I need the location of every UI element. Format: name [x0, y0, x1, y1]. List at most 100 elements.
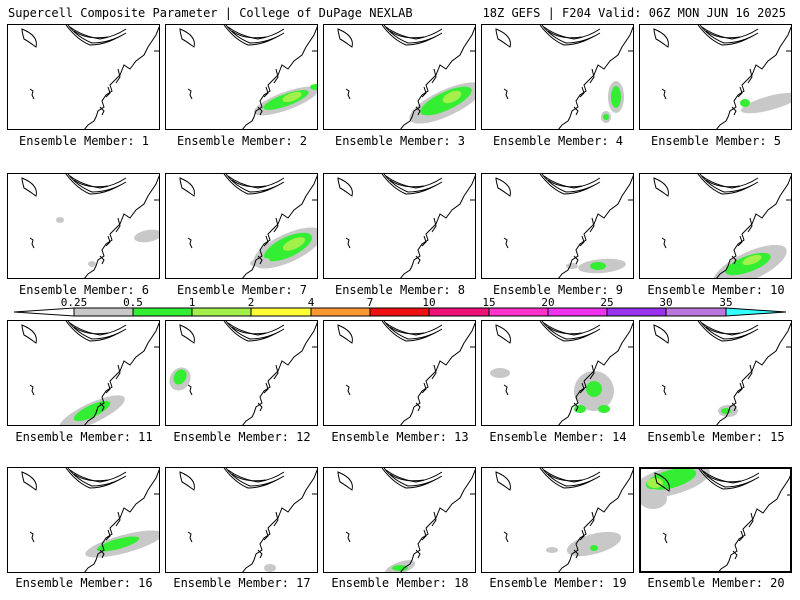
coastline [431, 68, 437, 84]
coastline [705, 30, 741, 39]
scp-contour [264, 564, 276, 572]
scp-contour [173, 369, 187, 385]
coastline [69, 175, 127, 189]
color-scale-legend: 0.25 0.5 1 2 4 7 10 15 20 25 30 35 [13, 297, 787, 317]
ensemble-member-9-map[interactable] [481, 173, 634, 279]
legend-color-swatch [369, 307, 430, 317]
coastline [187, 384, 193, 396]
map-canvas [337, 468, 475, 572]
coastline [242, 322, 317, 425]
legend-color-swatch [547, 307, 608, 317]
ensemble-member-17-map[interactable] [165, 467, 318, 573]
ensemble-member-label: Ensemble Member: 9 [492, 283, 624, 297]
scp-contour [96, 536, 140, 552]
coastline [503, 531, 509, 543]
legend-color-swatch [606, 307, 667, 317]
legend-tick-label: 25 [600, 297, 613, 309]
ensemble-member-19-map[interactable] [481, 467, 634, 573]
coastline [84, 469, 159, 572]
ensemble-member-11-map[interactable] [7, 320, 160, 426]
coastline [257, 255, 263, 265]
ensemble-member-18-map[interactable] [323, 467, 476, 573]
coastline [653, 324, 669, 344]
coastline [179, 28, 195, 48]
coastline [731, 255, 737, 265]
coastline [731, 402, 737, 412]
ensemble-member-5-map[interactable] [639, 24, 792, 130]
coastline [661, 88, 667, 100]
ensemble-member-12-map[interactable] [165, 320, 318, 426]
ensemble-member-14-map[interactable] [481, 320, 634, 426]
scp-contour [574, 405, 586, 413]
coastline [73, 473, 109, 482]
coastline [29, 531, 35, 543]
coastline [654, 472, 670, 492]
coastline [747, 364, 753, 380]
coastline [223, 321, 285, 342]
ensemble-member-20-map[interactable] [639, 467, 792, 573]
coastline [421, 529, 427, 541]
coastline [187, 237, 193, 249]
legend-tick-label: 7 [367, 297, 374, 309]
coastline [179, 471, 195, 491]
ensemble-member-16-map[interactable] [7, 467, 160, 573]
coastline [179, 177, 195, 197]
scp-contour [73, 400, 111, 422]
coastline [589, 364, 595, 380]
coastline [345, 237, 351, 249]
coastline [400, 175, 475, 278]
coastline [415, 402, 421, 412]
coastline [65, 468, 127, 489]
coastline [495, 177, 511, 197]
ensemble-member-3-map[interactable] [323, 24, 476, 130]
legend-tick-label: 15 [482, 297, 495, 309]
coastline [263, 235, 269, 247]
coastline [345, 88, 351, 100]
legend-tick-label: 20 [541, 297, 554, 309]
ensemble-member-8-map[interactable] [323, 173, 476, 279]
ensemble-member-4-map[interactable] [481, 24, 634, 130]
ensemble-member-1-map[interactable] [7, 24, 160, 130]
coastline [389, 473, 425, 482]
scp-contour [598, 405, 610, 413]
coastline [381, 174, 443, 195]
legend-tick-label: 2 [248, 297, 255, 309]
map-canvas [179, 25, 317, 129]
coastline [242, 175, 317, 278]
legend-tick-label: 4 [308, 297, 315, 309]
coastline [257, 106, 263, 116]
ensemble-member-10-map[interactable] [639, 173, 792, 279]
coastline [431, 217, 437, 233]
coastline [702, 470, 760, 484]
coastline [716, 322, 791, 425]
legend-color-swatch [665, 307, 727, 317]
map-canvas [169, 321, 317, 425]
ensemble-member-label: Ensemble Member: 10 [647, 283, 785, 297]
coastline [99, 402, 105, 412]
coastline [400, 322, 475, 425]
coastline [381, 321, 443, 342]
legend-color-swatch [250, 307, 312, 317]
coastline [421, 235, 427, 247]
coastline [273, 217, 279, 233]
coastline [105, 235, 111, 247]
coastline [706, 474, 742, 483]
coastline [337, 471, 353, 491]
coastline [701, 322, 759, 336]
coastline [705, 326, 741, 335]
ensemble-member-2-map[interactable] [165, 24, 318, 130]
coastline [381, 468, 443, 489]
ensemble-member-13-map[interactable] [323, 320, 476, 426]
ensemble-member-15-map[interactable] [639, 320, 792, 426]
coastline [227, 26, 285, 40]
scp-contour [742, 254, 762, 266]
ensemble-member-6-map[interactable] [7, 173, 160, 279]
coastline [589, 68, 595, 84]
coastline [273, 68, 279, 84]
coastline [179, 324, 195, 344]
coastline [558, 322, 633, 425]
coastline [273, 511, 279, 527]
coastline [73, 326, 109, 335]
coastline [716, 26, 791, 129]
ensemble-member-7-map[interactable] [165, 173, 318, 279]
